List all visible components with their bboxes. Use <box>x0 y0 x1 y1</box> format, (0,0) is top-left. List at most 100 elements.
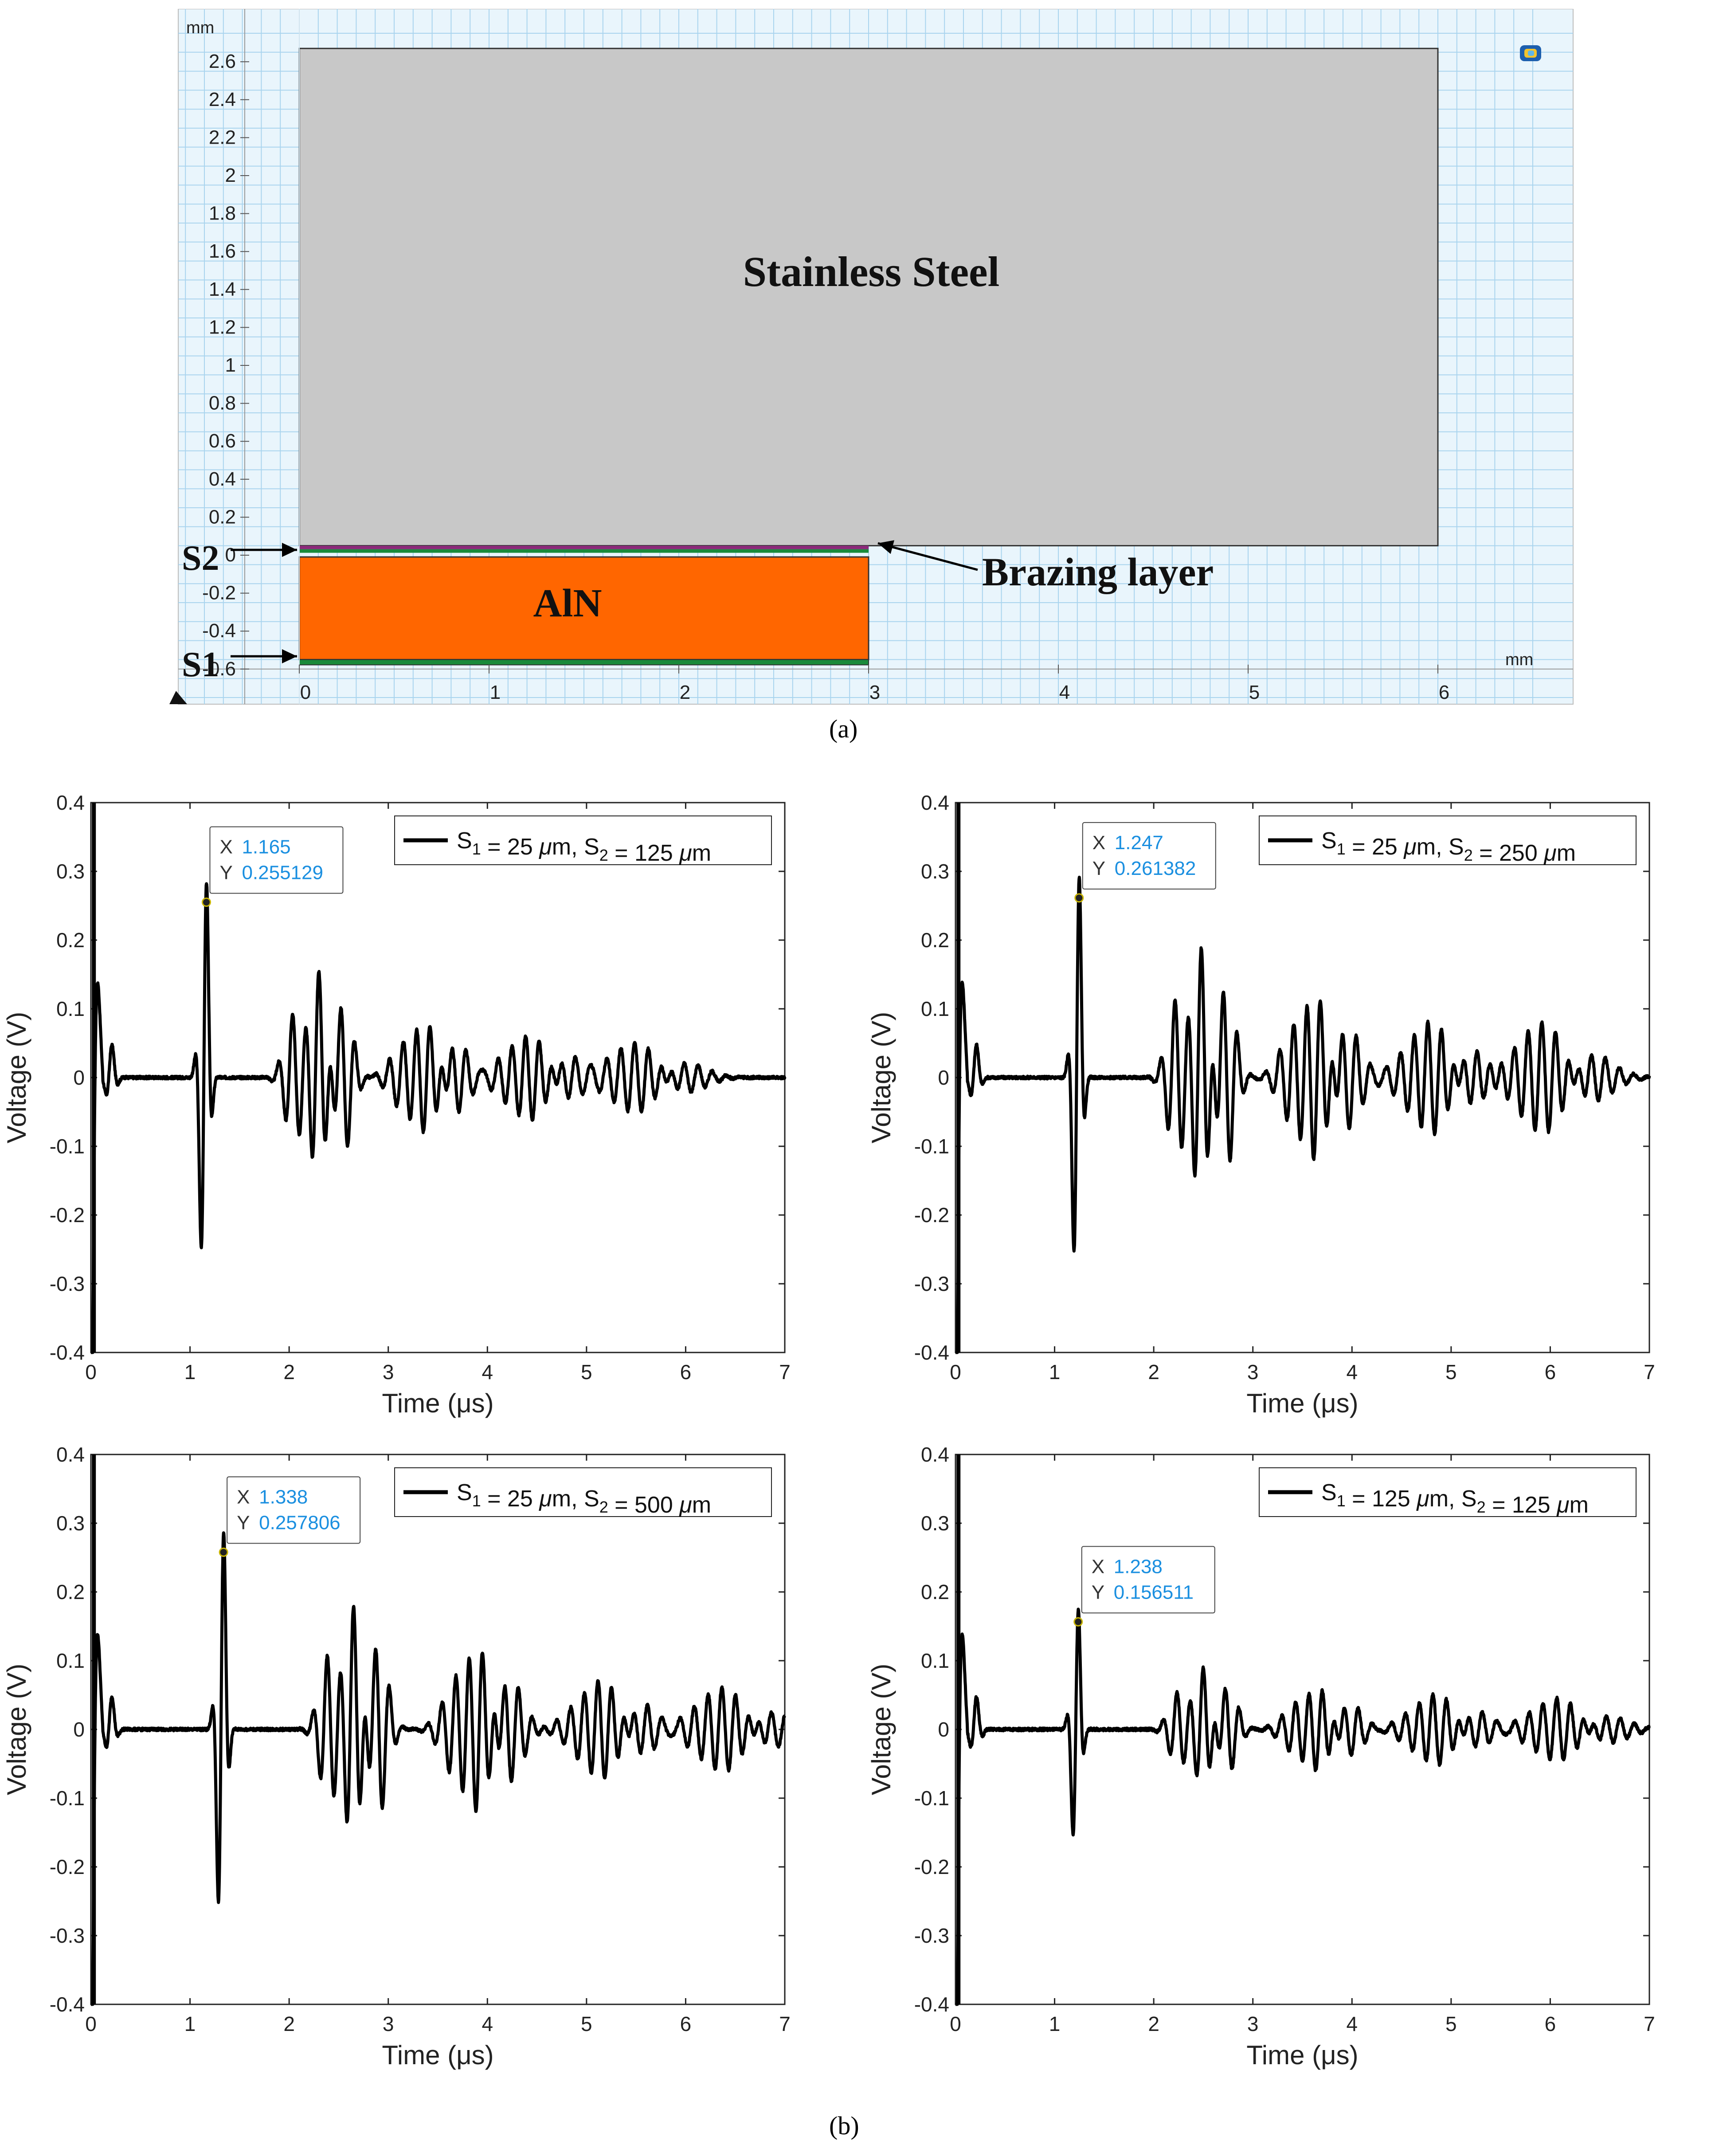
x-tick-label: 1 <box>184 2012 196 2035</box>
y-tick-label: -0.3 <box>50 1924 85 1947</box>
voltage-plot-4: 0.40.30.20.10-0.1-0.2-0.3-0.40 1 2 3 4 5 6 7Tim… <box>866 1443 1655 2070</box>
x-tick-label: 4 <box>1059 682 1070 703</box>
y-tick-label: 0.3 <box>921 1512 949 1535</box>
arrow-s2-head <box>282 543 297 557</box>
x-tick-label: 4 <box>482 1360 493 1384</box>
y-tick-label: 0.8 <box>209 392 236 414</box>
x-tick-label: 7 <box>1644 1360 1655 1384</box>
y-tick-label: 0.2 <box>209 506 236 528</box>
x-tick-label: 6 <box>680 2012 692 2035</box>
legend-box <box>1259 1467 1637 1517</box>
x-tick-label: 1 <box>184 1360 196 1384</box>
y-tick-label: 2.6 <box>209 51 236 72</box>
y-tick-label: 1 <box>225 354 236 376</box>
x-tick-label: 6 <box>1545 1360 1556 1384</box>
x-tick-label: 2 <box>680 682 690 703</box>
y-tick-label: -0.4 <box>50 1993 85 2016</box>
y-axis-label: Voltage (V) <box>2 1664 31 1795</box>
y-tick-label: 0.4 <box>921 791 949 814</box>
y-tick-label: 0.3 <box>921 860 949 883</box>
y-tick-label: 0.2 <box>56 929 85 952</box>
y-tick-label: 0.1 <box>56 997 85 1020</box>
datatip-y-value: 0.255129 <box>242 862 323 884</box>
legend-label: S1 = 125 μm, S2 = 125 μm <box>1321 1480 1589 1518</box>
datatip-y-label: Y <box>237 1512 250 1533</box>
y-tick-label: -0.2 <box>50 1855 85 1878</box>
datatip-box <box>1082 822 1216 890</box>
x-tick-label: 5 <box>1445 1360 1457 1384</box>
datatip-x-label: X <box>1092 1556 1104 1577</box>
legend-label: S1 = 25 μm, S2 = 250 μm <box>1321 828 1576 866</box>
origin-arrow-icon <box>169 691 187 704</box>
y-axis-label: Voltage (V) <box>2 1012 31 1144</box>
voltage-series-line <box>954 1607 1651 2006</box>
y-tick-label: 1.8 <box>209 203 236 224</box>
y-tick-label: -0.2 <box>914 1203 949 1227</box>
y-tick-label: 1.6 <box>209 240 236 262</box>
datatip-x-value: 1.238 <box>1114 1556 1163 1577</box>
y-tick-label: -0.4 <box>914 1341 949 1364</box>
x-tick-label: 7 <box>779 1360 791 1384</box>
y-tick-label: 0.3 <box>56 1512 85 1535</box>
y-tick-label: 0.4 <box>921 1443 949 1466</box>
annotation-arrows <box>169 540 978 704</box>
x-tick-label: 3 <box>869 682 880 703</box>
y-tick-label: -0.4 <box>202 620 236 642</box>
x-tick-label: 3 <box>383 1360 394 1384</box>
x-axis-label: Time (μs) <box>382 1388 493 1418</box>
datatip-x-value: 1.165 <box>242 836 290 858</box>
datatip-x-value: 1.338 <box>259 1486 308 1508</box>
brazing-layer-top <box>299 545 869 549</box>
x-tick-label: 4 <box>1346 1360 1358 1384</box>
datatip-x-value: 1.247 <box>1115 832 1163 854</box>
x-tick-label: 1 <box>1049 2012 1061 2035</box>
voltage-series-line <box>90 1531 786 2006</box>
legend-box <box>1259 815 1637 865</box>
y-tick-label: 1.2 <box>209 316 236 338</box>
datatip-y-label: Y <box>1092 1581 1104 1603</box>
y-tick-label: 0.6 <box>209 430 236 452</box>
y-tick-label: 0.2 <box>921 1580 949 1603</box>
datatip-y-label: Y <box>219 862 232 884</box>
y-tick-label: 0.4 <box>209 468 236 490</box>
y-tick-label: -0.3 <box>914 1924 949 1947</box>
x-tick-label: 4 <box>1346 2012 1358 2035</box>
x-tick-label: 1 <box>490 682 501 703</box>
stainless-steel-label: Stainless Steel <box>743 248 1000 295</box>
y-axis-label: Voltage (V) <box>866 1664 896 1795</box>
y-tick-label: -0.2 <box>202 582 236 604</box>
geometry-axis-ticks: 2.6 2.4 2.2 2 1.8 1.6 1.4 1.2 1 0.8 0.6 0.4 0.2 0 -0.2… <box>178 9 1573 704</box>
y-tick-label: 0.1 <box>921 997 949 1020</box>
x-tick-label: 0 <box>950 1360 961 1384</box>
x-tick-label: 3 <box>1247 2012 1259 2035</box>
datatip-marker <box>201 898 211 907</box>
x-tick-label: 6 <box>680 1360 692 1384</box>
y-tick-label: 2 <box>225 165 236 186</box>
caption-b: (b) <box>829 2111 859 2140</box>
x-tick-label: 0 <box>300 682 311 703</box>
y-tick-label: 0 <box>73 1066 85 1089</box>
y-tick-label: 0.2 <box>921 929 949 952</box>
geometry-domains <box>298 47 1439 666</box>
y-tick-label: -0.1 <box>50 1135 85 1158</box>
y-tick-label: 0 <box>225 544 236 566</box>
x-tick-label: 0 <box>85 1360 97 1384</box>
datatip-box <box>209 826 344 894</box>
datatip-y-value: 0.261382 <box>1115 858 1196 879</box>
y-tick-label: 0.1 <box>56 1649 85 1672</box>
aln-domain <box>298 556 869 660</box>
arrow-brazing-layer <box>877 542 978 571</box>
x-tick-label: 3 <box>383 2012 394 2035</box>
caption-a: (a) <box>829 714 858 743</box>
legend-label: S1 = 25 μm, S2 = 500 μm <box>457 1480 711 1518</box>
y-tick-label: 0 <box>938 1718 949 1741</box>
x-tick-label: 5 <box>581 1360 592 1384</box>
x-unit-label: mm <box>1505 651 1533 669</box>
y-tick-label: -0.2 <box>50 1203 85 1227</box>
x-tick-label: 1 <box>1049 1360 1061 1384</box>
x-axis-label: Time (μs) <box>1246 1388 1358 1418</box>
y-tick-label: 0.4 <box>56 791 85 814</box>
voltage-plot-3: 0.40.30.20.10-0.1-0.2-0.3-0.40 1 2 3 4 5 6 7Tim… <box>2 1443 791 2070</box>
x-tick-label: 2 <box>283 1360 295 1384</box>
y-unit-label: mm <box>186 19 214 37</box>
